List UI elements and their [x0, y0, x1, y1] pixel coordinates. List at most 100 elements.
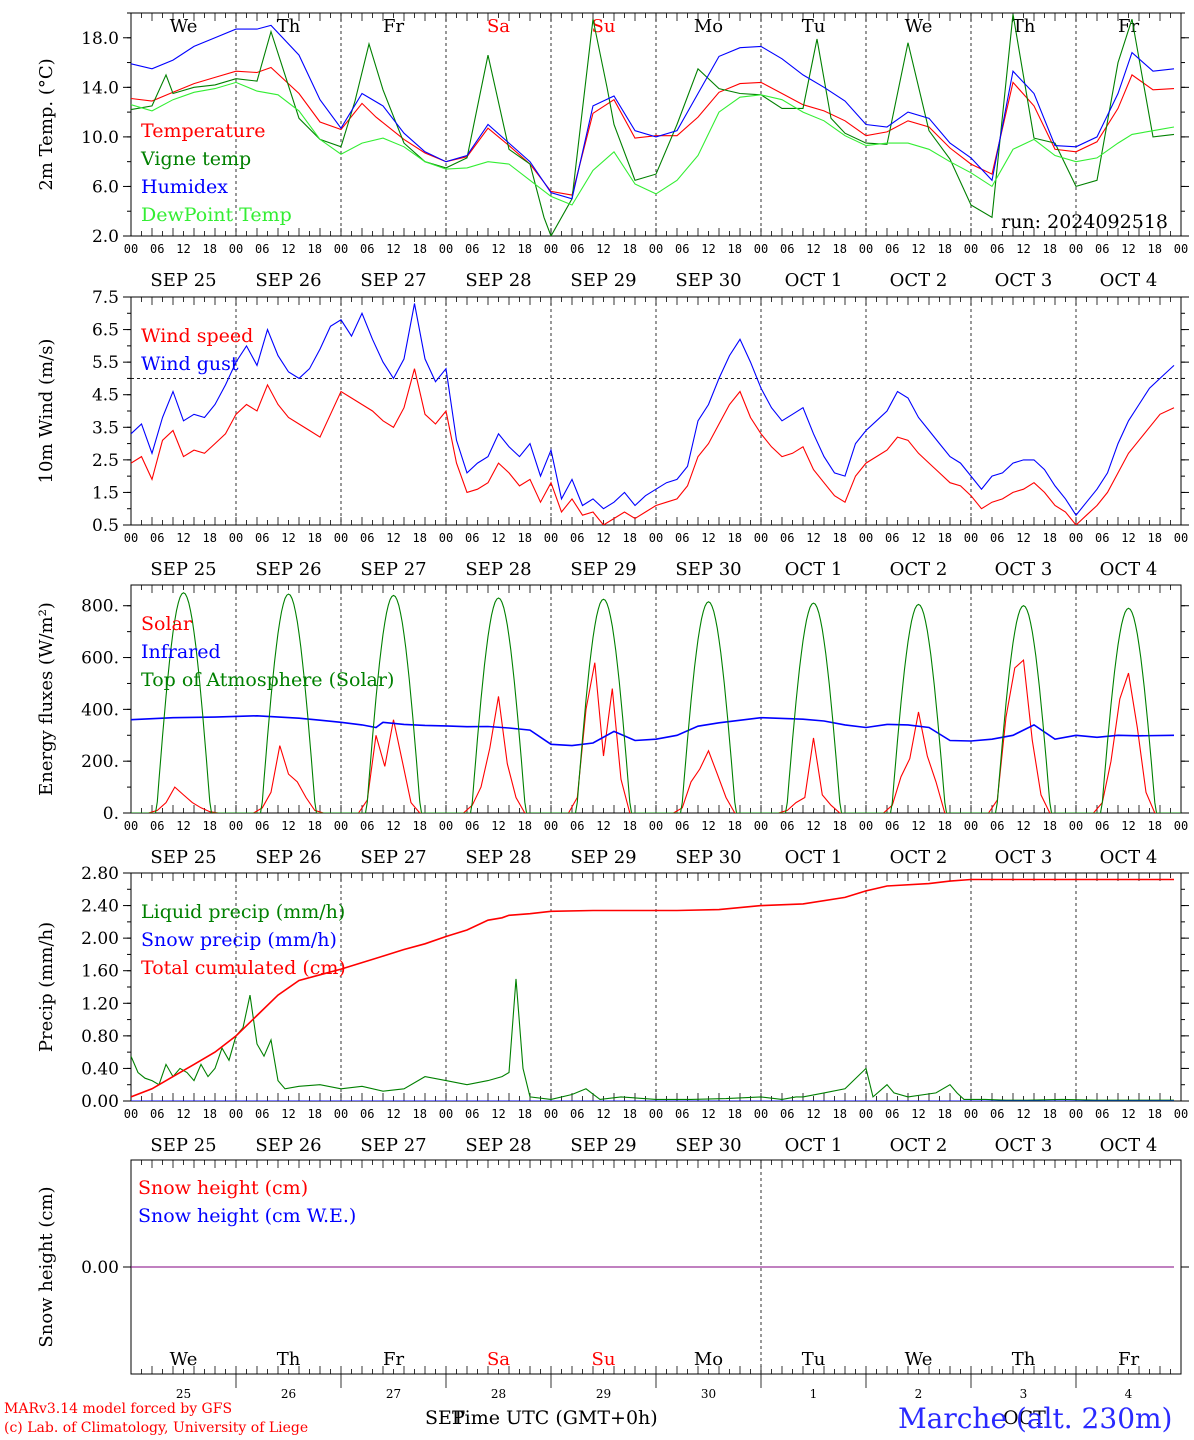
hour-tick-label: 00 — [1069, 531, 1083, 545]
hour-tick-label: 06 — [780, 1107, 794, 1121]
hour-tick-label: 18 — [833, 1107, 847, 1121]
hour-tick-label: 06 — [255, 531, 269, 545]
hour-tick-label: 12 — [491, 819, 505, 833]
y-axis-label: Snow height (cm) — [36, 1186, 57, 1347]
day-label: SEP 25 — [150, 559, 216, 580]
hour-tick-label: 12 — [596, 531, 610, 545]
y-tick-label: 400. — [81, 700, 119, 720]
hour-tick-label: 06 — [780, 242, 794, 256]
day-label: SEP 28 — [465, 270, 531, 291]
hour-tick-label: 00 — [229, 242, 243, 256]
legend-entry: Temperature — [141, 120, 265, 142]
y-tick-label: 1.5 — [92, 483, 119, 503]
hour-tick-label: 12 — [386, 242, 400, 256]
day-label: OCT 3 — [995, 270, 1053, 291]
weekday-label: Th — [277, 16, 301, 37]
weekday-label: We — [905, 1349, 933, 1370]
hour-tick-label: 18 — [728, 1107, 742, 1121]
hour-tick-label: 18 — [518, 242, 532, 256]
hour-tick-label: 12 — [1121, 531, 1135, 545]
legend-entry: Vigne temp — [140, 148, 251, 170]
hour-tick-label: 18 — [308, 531, 322, 545]
hour-tick-label: 12 — [806, 819, 820, 833]
hour-tick-label: 06 — [360, 242, 374, 256]
weekday-label: We — [170, 16, 198, 37]
hour-tick-label: 18 — [1043, 819, 1057, 833]
day-label: SEP 27 — [360, 847, 426, 868]
y-tick-label: 600. — [81, 649, 119, 669]
y-tick-label: 2.40 — [81, 897, 119, 917]
hour-tick-label: 00 — [439, 531, 453, 545]
series-line-infrared — [131, 714, 1175, 747]
y-tick-label: 2.0 — [92, 227, 119, 247]
hour-tick-label: 12 — [176, 819, 190, 833]
hour-tick-label: 06 — [780, 531, 794, 545]
hour-tick-label: 00 — [964, 531, 978, 545]
hour-tick-label: 06 — [1095, 819, 1109, 833]
hour-tick-label: 12 — [176, 242, 190, 256]
weekday-label: Mo — [694, 1349, 723, 1370]
day-number: 4 — [1125, 1387, 1133, 1401]
hour-tick-label: 12 — [911, 242, 925, 256]
day-label: SEP 27 — [360, 559, 426, 580]
hour-tick-label: 00 — [544, 819, 558, 833]
y-tick-label: 2.00 — [81, 929, 119, 949]
hour-tick-label: 06 — [255, 819, 269, 833]
hour-tick-label: 00 — [859, 242, 873, 256]
series-line-wind-gust — [131, 303, 1175, 517]
hour-tick-label: 00 — [544, 1107, 558, 1121]
hour-labels: 00 06 12 18 00 06 12 18 00 06 12 18 00 06 12 18 00 06 12 18… — [124, 1107, 1188, 1121]
x-axis-overlap-oct: OCT — [1003, 1407, 1046, 1429]
hour-tick-label: 12 — [701, 242, 715, 256]
hour-tick-label: 12 — [806, 531, 820, 545]
day-label: SEP 27 — [360, 270, 426, 291]
day-label: SEP 30 — [675, 270, 741, 291]
hour-labels: 00 06 12 18 00 06 12 18 00 06 12 18 00 06 12 18 00 06 12 18… — [124, 531, 1188, 545]
x-axis-overlap-sep: SEP — [425, 1407, 465, 1429]
weekday-label: We — [905, 16, 933, 37]
hour-tick-label: 00 — [439, 1107, 453, 1121]
weekday-label: Su — [592, 1349, 616, 1370]
hour-tick-label: 06 — [885, 1107, 899, 1121]
hour-tick-label: 06 — [360, 819, 374, 833]
hour-tick-label: 00 — [334, 531, 348, 545]
hour-tick-label: 18 — [938, 242, 952, 256]
day-label: SEP 29 — [570, 1135, 636, 1156]
hour-tick-label: 00 — [124, 531, 138, 545]
day-label: SEP 27 — [360, 1135, 426, 1156]
credit-lab: (c) Lab. of Climatology, University of L… — [4, 1420, 308, 1436]
hour-tick-label: 06 — [885, 242, 899, 256]
hour-tick-label: 12 — [1121, 819, 1135, 833]
hour-tick-label: 00 — [754, 531, 768, 545]
hour-tick-label: 00 — [754, 819, 768, 833]
weekday-label: Th — [1012, 1349, 1036, 1370]
panel-1: 2.06.010.014.018.02m Temp. (°C)00 06 12 18 0… — [36, 12, 1189, 291]
legend-entry: Snow height (cm) — [138, 1177, 308, 1199]
y-tick-label: 6.0 — [92, 177, 119, 197]
y-tick-label: 4.5 — [92, 386, 119, 406]
hour-tick-label: 12 — [176, 1107, 190, 1121]
hour-tick-label: 18 — [833, 819, 847, 833]
hour-tick-label: 00 — [1174, 1107, 1188, 1121]
hour-tick-label: 00 — [124, 1107, 138, 1121]
day-label: OCT 1 — [785, 847, 843, 868]
day-label: OCT 4 — [1100, 270, 1158, 291]
y-tick-label: 1.20 — [81, 994, 119, 1014]
hour-tick-label: 06 — [1095, 1107, 1109, 1121]
hour-tick-label: 00 — [1069, 242, 1083, 256]
legend-entry: Total cumulated (cm) — [141, 957, 346, 979]
y-tick-label: 0.00 — [81, 1258, 119, 1278]
panel-5: 0.00 Snow height (cm) We Th Fr Sa Su Mo Tu We Th Fr… — [36, 1159, 1189, 1401]
weekday-label: Fr — [1118, 16, 1139, 37]
hour-tick-label: 00 — [964, 242, 978, 256]
day-label: SEP 28 — [465, 1135, 531, 1156]
hour-tick-label: 18 — [308, 1107, 322, 1121]
y-tick-label: 0.80 — [81, 1027, 119, 1047]
day-label: SEP 29 — [570, 270, 636, 291]
y-tick-label: 200. — [81, 752, 119, 772]
hour-tick-label: 00 — [1174, 819, 1188, 833]
series-line-dewpoint-temp — [131, 81, 1175, 206]
hour-tick-label: 18 — [413, 819, 427, 833]
day-label: OCT 2 — [890, 1135, 948, 1156]
